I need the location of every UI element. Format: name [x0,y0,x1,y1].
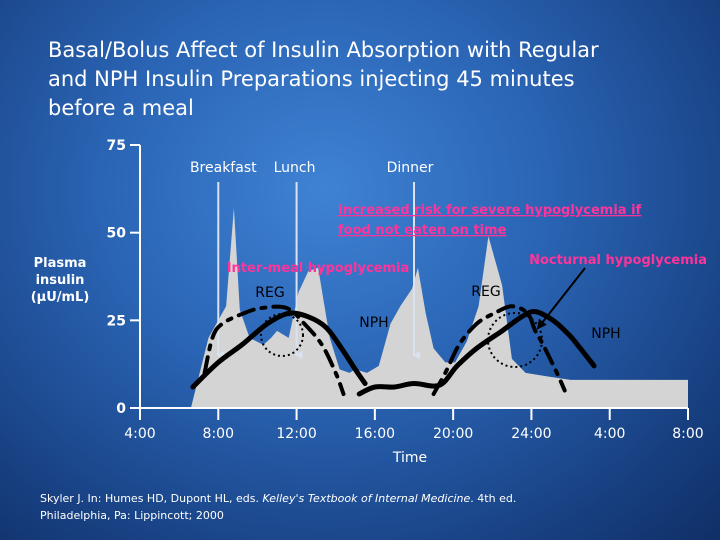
hypoglycemia-circle [260,313,304,357]
x-tick-label: 8:00 [672,426,703,442]
nph-label: NPH [591,326,620,342]
nocturnal-arrow [536,267,586,330]
y-axis-label-line: Plasma [33,256,87,271]
citation-book-title: Kelley's Textbook of Internal Medicine [262,492,471,505]
nph-label: NPH [359,315,388,331]
nocturnal-annotation: Nocturnal hypoglycemia [529,253,707,268]
severe-risk-annotation: Increased risk for severe hypoglycemia i… [338,203,642,218]
x-tick-label: 12:00 [276,426,316,442]
y-axis-label-line: insulin [35,273,85,288]
y-axis-label-line: (µU/mL) [30,290,90,305]
y-tick-label: 25 [107,313,126,329]
citation-edition: . 4th ed. [470,492,517,505]
reg-insulin-curve [202,304,346,396]
reg-insulin-curve [431,304,567,396]
meal-label: Lunch [274,160,316,176]
normal-insulin-area [190,208,688,408]
x-tick-label: 4:00 [594,426,625,442]
x-axis-label: Time [392,450,428,466]
citation-line-1: Skyler J. In: Humes HD, Dupont HL, eds. … [40,490,680,507]
nph-insulin-curve [356,309,597,397]
y-axis-label: Plasma insulin (µU/mL) [14,255,106,306]
reg-label: REG [255,285,284,301]
x-tick-label: 4:00 [124,426,155,442]
citation-authors: Skyler J. In: Humes HD, Dupont HL, eds. [40,492,259,505]
title-line: Basal/Bolus Affect of Insulin Absorption… [48,38,599,62]
slide-title: Basal/Bolus Affect of Insulin Absorption… [48,36,688,123]
meal-label: Breakfast [190,160,257,176]
citation-line-2: Philadelphia, Pa: Lippincott; 2000 [40,509,224,522]
inter-meal-annotation: Inter-meal hypoglycemia [227,261,410,276]
reg-label: REG [471,284,500,300]
x-tick-label: 24:00 [511,426,551,442]
severe-risk-annotation: food not eaten on time [338,223,507,238]
x-tick-label: 8:00 [203,426,234,442]
title-line: before a meal [48,96,194,120]
hypoglycemia-circle [487,312,543,368]
x-tick-label: 16:00 [355,426,395,442]
meal-label: Dinner [387,160,434,176]
y-tick-label: 0 [116,401,126,417]
title-line: and NPH Insulin Preparations injecting 4… [48,67,575,91]
citation: Skyler J. In: Humes HD, Dupont HL, eds. … [40,490,680,524]
y-tick-label: 75 [107,138,126,154]
x-tick-label: 20:00 [433,426,473,442]
y-tick-label: 50 [107,226,127,242]
nph-insulin-curve [190,310,368,390]
